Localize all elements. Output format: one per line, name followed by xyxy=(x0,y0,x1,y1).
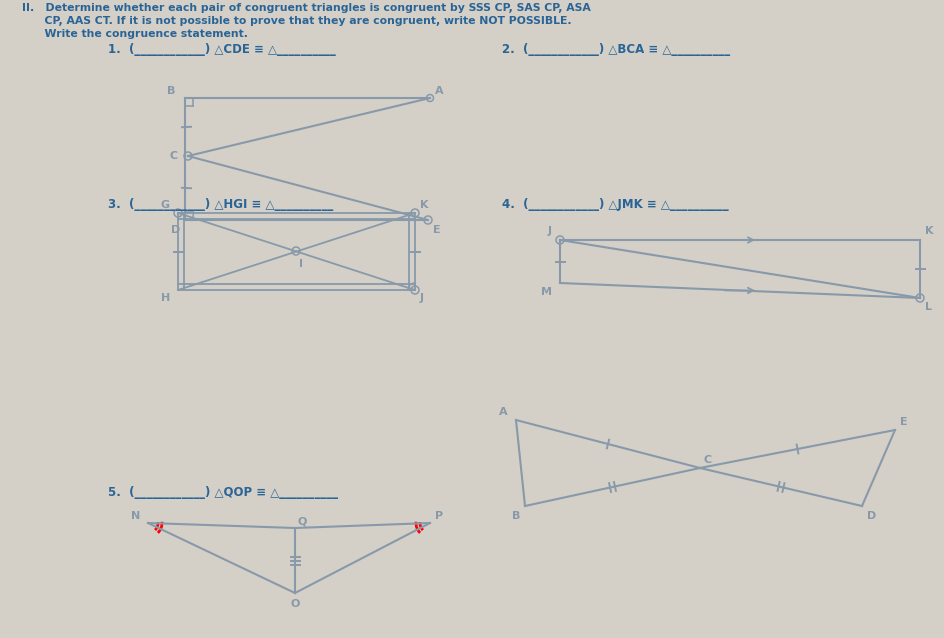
Text: J: J xyxy=(420,293,424,303)
Text: D: D xyxy=(171,225,180,235)
Text: P: P xyxy=(435,511,443,521)
Text: A: A xyxy=(499,407,508,417)
Text: 4.  (____________) △JMK ≡ △__________: 4. (____________) △JMK ≡ △__________ xyxy=(502,198,729,211)
Text: K: K xyxy=(925,226,934,236)
Text: M: M xyxy=(541,287,552,297)
Text: 2.  (____________) △BCA ≡ △__________: 2. (____________) △BCA ≡ △__________ xyxy=(502,43,730,56)
Text: I: I xyxy=(299,259,303,269)
Text: N: N xyxy=(131,511,140,521)
Text: O: O xyxy=(291,599,299,609)
Text: H: H xyxy=(160,293,170,303)
Text: C: C xyxy=(170,151,178,161)
Text: B: B xyxy=(512,511,520,521)
Text: Q: Q xyxy=(298,516,308,526)
Text: II.   Determine whether each pair of congruent triangles is congruent by SSS CP,: II. Determine whether each pair of congr… xyxy=(22,3,591,13)
Text: E: E xyxy=(900,417,907,427)
Text: CP, AAS CT. If it is not possible to prove that they are congruent, write NOT PO: CP, AAS CT. If it is not possible to pro… xyxy=(22,16,572,26)
Text: B: B xyxy=(167,86,175,96)
Text: G: G xyxy=(160,200,170,210)
Text: D: D xyxy=(867,511,876,521)
Text: J: J xyxy=(548,226,552,236)
Text: Write the congruence statement.: Write the congruence statement. xyxy=(22,29,248,39)
Text: A: A xyxy=(435,86,444,96)
Text: 3.  (____________) △HGI ≡ △__________: 3. (____________) △HGI ≡ △__________ xyxy=(108,198,333,211)
Text: L: L xyxy=(925,302,932,312)
Text: E: E xyxy=(433,225,441,235)
Text: 1.  (____________) △CDE ≡ △__________: 1. (____________) △CDE ≡ △__________ xyxy=(108,43,336,56)
Text: C: C xyxy=(704,455,712,465)
Text: 5.  (____________) △QOP ≡ △__________: 5. (____________) △QOP ≡ △__________ xyxy=(108,486,338,499)
Text: K: K xyxy=(420,200,429,210)
